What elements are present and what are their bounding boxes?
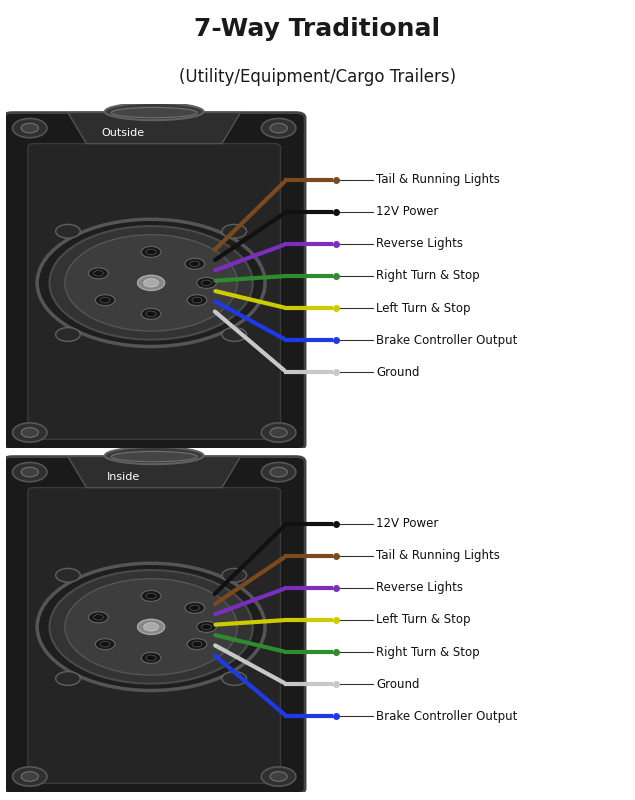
Circle shape [190,605,200,610]
Text: Tail & Running Lights: Tail & Running Lights [376,550,500,562]
Circle shape [270,467,287,477]
FancyBboxPatch shape [28,487,281,783]
Ellipse shape [105,447,203,464]
Text: Ground: Ground [376,678,420,690]
Circle shape [222,224,246,238]
Circle shape [270,772,287,782]
Text: Reverse Lights: Reverse Lights [376,238,463,250]
Circle shape [192,298,202,303]
Text: 7-Way Traditional: 7-Way Traditional [194,17,441,41]
Circle shape [270,428,287,438]
Ellipse shape [111,451,197,462]
Text: Right Turn & Stop: Right Turn & Stop [376,646,479,658]
Circle shape [21,123,38,133]
Circle shape [65,234,237,331]
Circle shape [190,261,200,266]
Circle shape [141,246,161,258]
Polygon shape [68,113,241,143]
Circle shape [222,672,246,686]
Circle shape [65,578,237,675]
Circle shape [141,590,161,602]
Circle shape [13,118,47,138]
Text: Inside: Inside [107,472,140,482]
Circle shape [262,767,296,786]
Circle shape [95,638,115,650]
Circle shape [192,642,202,647]
FancyBboxPatch shape [28,143,281,439]
Circle shape [197,622,217,632]
Circle shape [88,268,108,279]
Circle shape [262,462,296,482]
Circle shape [146,593,156,598]
Circle shape [144,278,159,287]
Circle shape [100,642,110,647]
Circle shape [222,327,246,342]
Circle shape [141,308,161,319]
Circle shape [56,327,80,342]
Circle shape [185,258,204,270]
Circle shape [187,294,207,306]
Text: Left Turn & Stop: Left Turn & Stop [376,302,471,314]
Text: Reverse Lights: Reverse Lights [376,582,463,594]
Circle shape [13,462,47,482]
Circle shape [201,280,211,286]
Circle shape [21,772,38,782]
Circle shape [187,638,207,650]
Text: (Utility/Equipment/Cargo Trailers): (Utility/Equipment/Cargo Trailers) [179,68,456,86]
Circle shape [197,278,217,288]
Circle shape [50,570,253,684]
Circle shape [144,622,159,631]
Circle shape [93,614,104,620]
Text: 12V Power: 12V Power [376,206,438,218]
Circle shape [56,568,80,582]
Circle shape [262,118,296,138]
Circle shape [146,249,156,254]
Circle shape [13,423,47,442]
FancyBboxPatch shape [3,113,305,450]
Text: Outside: Outside [102,128,145,138]
Circle shape [146,655,156,661]
Text: Ground: Ground [376,366,420,379]
Circle shape [93,270,104,276]
Circle shape [21,428,38,438]
Circle shape [21,467,38,477]
Circle shape [37,563,265,690]
Circle shape [100,298,110,303]
Circle shape [138,275,164,290]
Text: Brake Controller Output: Brake Controller Output [376,334,518,346]
Circle shape [185,602,204,614]
Circle shape [37,219,265,346]
Circle shape [141,652,161,663]
Circle shape [56,224,80,238]
Circle shape [138,619,164,634]
Ellipse shape [105,103,203,120]
Circle shape [95,294,115,306]
Text: Right Turn & Stop: Right Turn & Stop [376,270,479,282]
FancyBboxPatch shape [3,457,305,794]
Circle shape [270,123,287,133]
Text: Left Turn & Stop: Left Turn & Stop [376,614,471,626]
Circle shape [13,767,47,786]
Ellipse shape [111,107,197,118]
Circle shape [222,568,246,582]
Text: Brake Controller Output: Brake Controller Output [376,710,518,723]
Circle shape [146,311,156,317]
Text: 12V Power: 12V Power [376,517,438,530]
Circle shape [50,226,253,340]
Circle shape [201,624,211,630]
Circle shape [88,612,108,623]
Polygon shape [68,457,241,487]
Circle shape [262,423,296,442]
Circle shape [56,672,80,686]
Text: Tail & Running Lights: Tail & Running Lights [376,173,500,186]
